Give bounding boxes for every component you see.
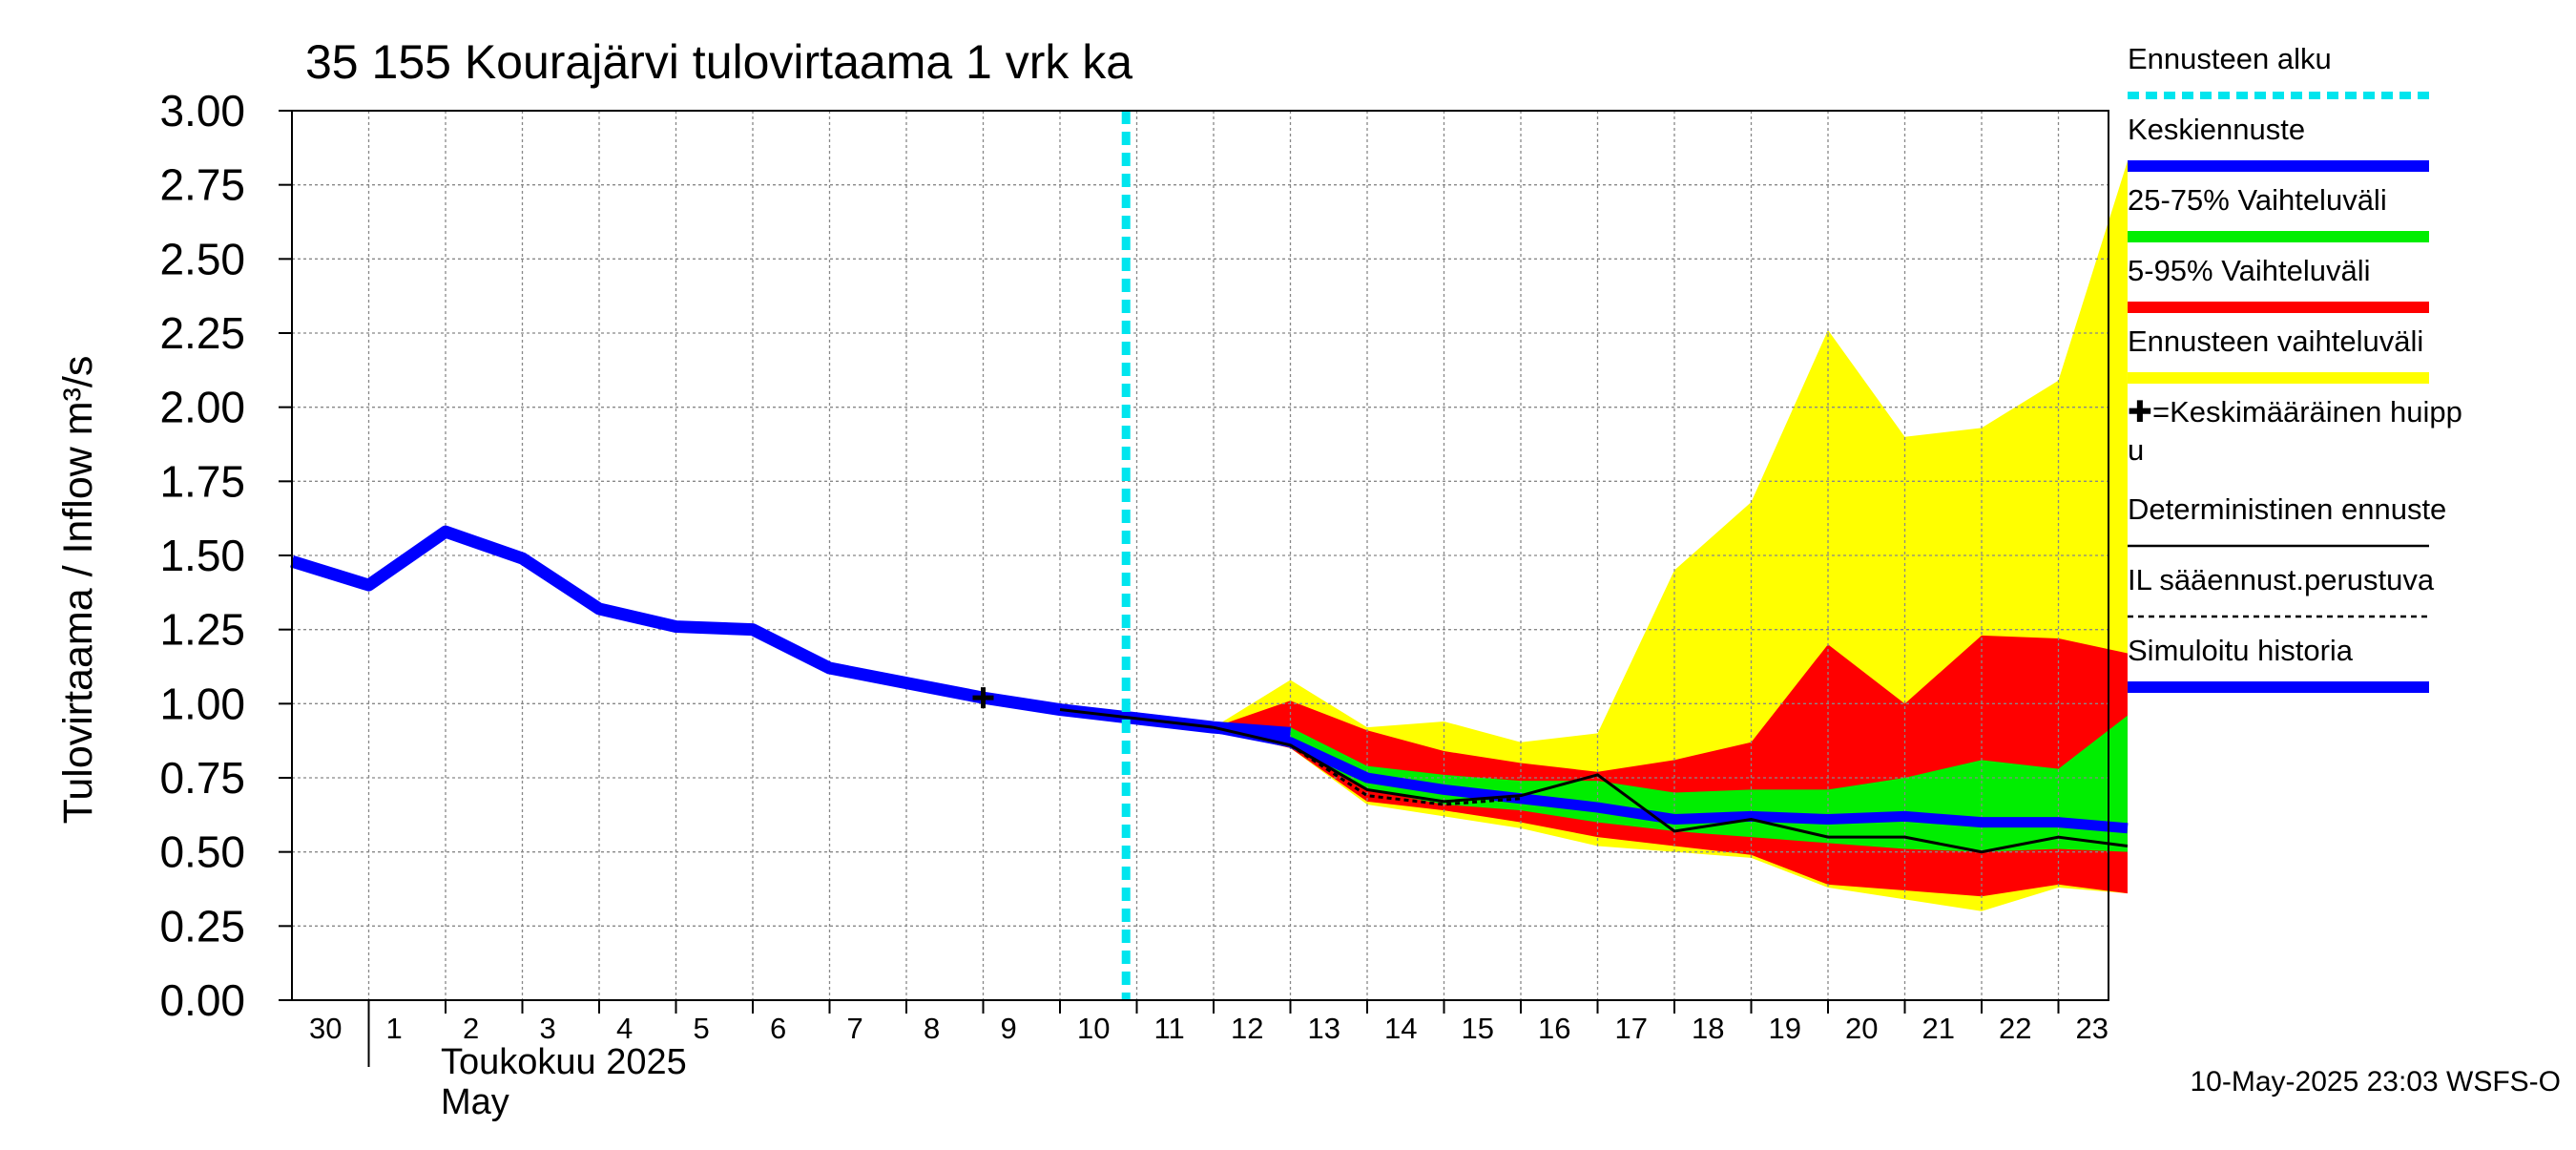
x-tick-label: 30	[309, 1012, 342, 1045]
y-tick-label: 1.75	[159, 456, 245, 506]
x-tick-label: 6	[770, 1012, 786, 1045]
series-il-saaennust	[1289, 743, 1522, 806]
x-tick-label: 9	[1001, 1012, 1017, 1045]
x-tick-label: 2	[463, 1012, 479, 1045]
timestamp-label: 10-May-2025 23:03 WSFS-O	[2191, 1066, 2562, 1098]
x-tick-label: 4	[616, 1012, 633, 1045]
legend-label: Deterministinen ennuste	[2128, 492, 2446, 526]
x-axis-month-label: Toukokuu 2025	[441, 1042, 687, 1082]
x-tick-label: 20	[1845, 1012, 1878, 1045]
legend-label: IL sääennust.perustuva	[2128, 563, 2435, 596]
x-tick-label: 12	[1231, 1012, 1263, 1045]
x-tick-label: 7	[847, 1012, 863, 1045]
x-tick-label: 22	[1999, 1012, 2031, 1045]
y-tick-label: 0.75	[159, 753, 245, 803]
legend-label: Keskiennuste	[2128, 113, 2305, 146]
y-tick-label: 0.50	[159, 827, 245, 877]
x-tick-label: 18	[1692, 1012, 1724, 1045]
legend-label: Simuloitu historia	[2128, 634, 2354, 667]
y-tick-label: 3.00	[159, 86, 245, 136]
x-tick-label: 13	[1308, 1012, 1340, 1045]
x-tick-label: 3	[540, 1012, 556, 1045]
x-tick-label: 1	[386, 1012, 403, 1045]
legend-label-cont: u	[2128, 433, 2144, 467]
y-tick-label: 0.00	[159, 975, 245, 1025]
series-deterministinen-ennuste	[1059, 708, 2129, 854]
x-tick-label: 14	[1384, 1012, 1417, 1045]
x-tick-label: 21	[1922, 1012, 1955, 1045]
x-tick-label: 17	[1615, 1012, 1648, 1045]
y-tick-label: 2.00	[159, 383, 245, 432]
legend-label: 5-95% Vaihteluväli	[2128, 254, 2370, 287]
chart-title: 35 155 Kourajärvi tulovirtaama 1 vrk ka	[305, 35, 1132, 89]
y-tick-label: 0.25	[159, 901, 245, 951]
legend-label: 25-75% Vaihteluväli	[2128, 183, 2387, 217]
legend-label: Ennusteen vaihteluväli	[2128, 324, 2423, 358]
y-tick-label: 1.25	[159, 605, 245, 655]
x-axis-month-label-en: May	[441, 1082, 509, 1122]
x-tick-label: 8	[924, 1012, 940, 1045]
y-tick-label: 1.00	[159, 679, 245, 728]
legend-label: ✚=Keskimääräinen huipp	[2128, 395, 2462, 429]
y-tick-label: 2.50	[159, 234, 245, 283]
y-tick-label: 2.25	[159, 308, 245, 358]
x-tick-label: 19	[1769, 1012, 1801, 1045]
x-tick-label: 11	[1154, 1012, 1185, 1045]
x-tick-label: 10	[1077, 1012, 1110, 1045]
y-axis-label: Tulovirtaama / Inflow m³/s	[55, 356, 101, 825]
legend-label: Ennusteen alku	[2128, 42, 2332, 75]
y-tick-label: 1.50	[159, 531, 245, 580]
peak-marker	[972, 687, 994, 709]
x-tick-label: 23	[2076, 1012, 2109, 1045]
x-tick-label: 5	[694, 1012, 710, 1045]
x-tick-label: 15	[1462, 1012, 1494, 1045]
legend: Ennusteen alku Keskiennuste 25-75% Vaihtel…	[2128, 42, 2462, 693]
y-tick-label: 2.75	[159, 160, 245, 210]
x-tick-label: 16	[1538, 1012, 1570, 1045]
